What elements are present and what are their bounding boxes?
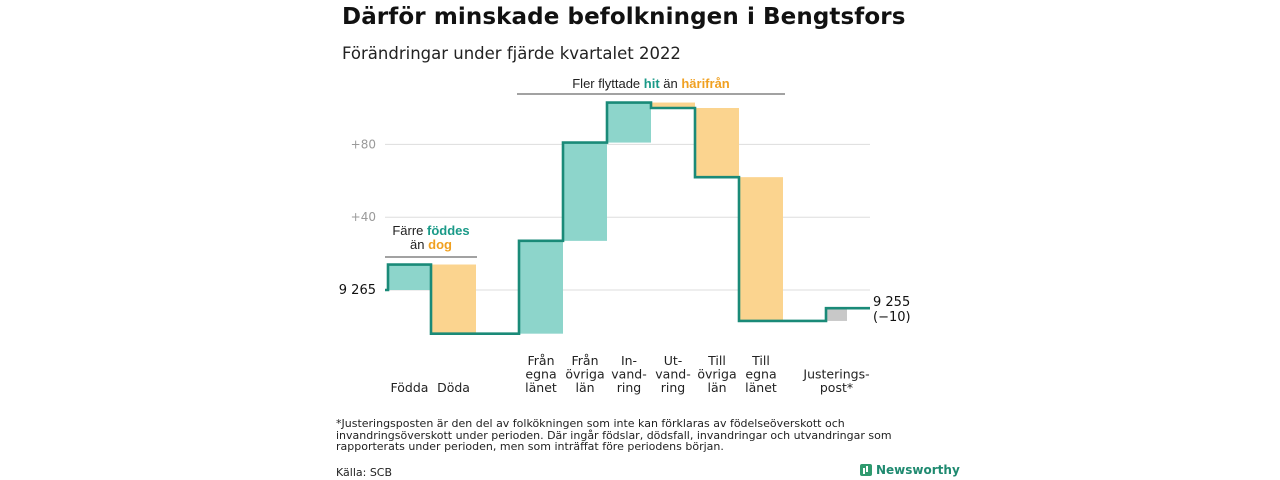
category-label: Från övriga län <box>565 353 604 395</box>
annotation-migration: Fler flyttade hit än härifrån <box>572 76 730 91</box>
end-change-label: (−10) <box>873 310 911 325</box>
bar <box>695 108 739 178</box>
category-label: Döda <box>437 380 470 395</box>
start-value-label: 9 265 <box>339 283 376 298</box>
annotation-births-line2: än dog <box>410 237 452 252</box>
chart-title: Därför minskade befolkningen i Bengtsfor… <box>342 4 906 30</box>
bar <box>607 102 651 143</box>
cumulative-line <box>385 101 870 335</box>
chart-subtitle: Förändringar under fjärde kvartalet 2022 <box>342 44 681 63</box>
category-label: Födda <box>391 380 429 395</box>
bar <box>826 308 847 321</box>
category-label: Till egna länet <box>745 353 777 395</box>
category-label: Från egna länet <box>525 353 557 395</box>
end-value-label: 9 255 <box>873 295 910 310</box>
newsworthy-icon <box>860 464 872 476</box>
brand-logo: Newsworthy <box>860 463 960 477</box>
category-label: Ut-vand-ring <box>655 353 690 395</box>
bar <box>388 264 431 290</box>
bar <box>519 240 563 334</box>
bar <box>563 142 607 241</box>
bar <box>651 102 695 108</box>
y-tick-label: +40 <box>351 210 376 224</box>
y-tick-label: +80 <box>351 137 376 151</box>
footnote: *Justeringsposten är den del av folkökni… <box>336 417 892 453</box>
bar <box>431 264 476 334</box>
category-label: In-vand-ring <box>611 353 646 395</box>
annotation-births: Färre föddes <box>392 223 469 238</box>
bar <box>739 177 783 321</box>
source-label: Källa: SCB <box>336 466 393 479</box>
category-label: Till övriga län <box>697 353 736 395</box>
brand-name: Newsworthy <box>876 463 960 477</box>
category-label: Justerings-post* <box>802 367 869 396</box>
